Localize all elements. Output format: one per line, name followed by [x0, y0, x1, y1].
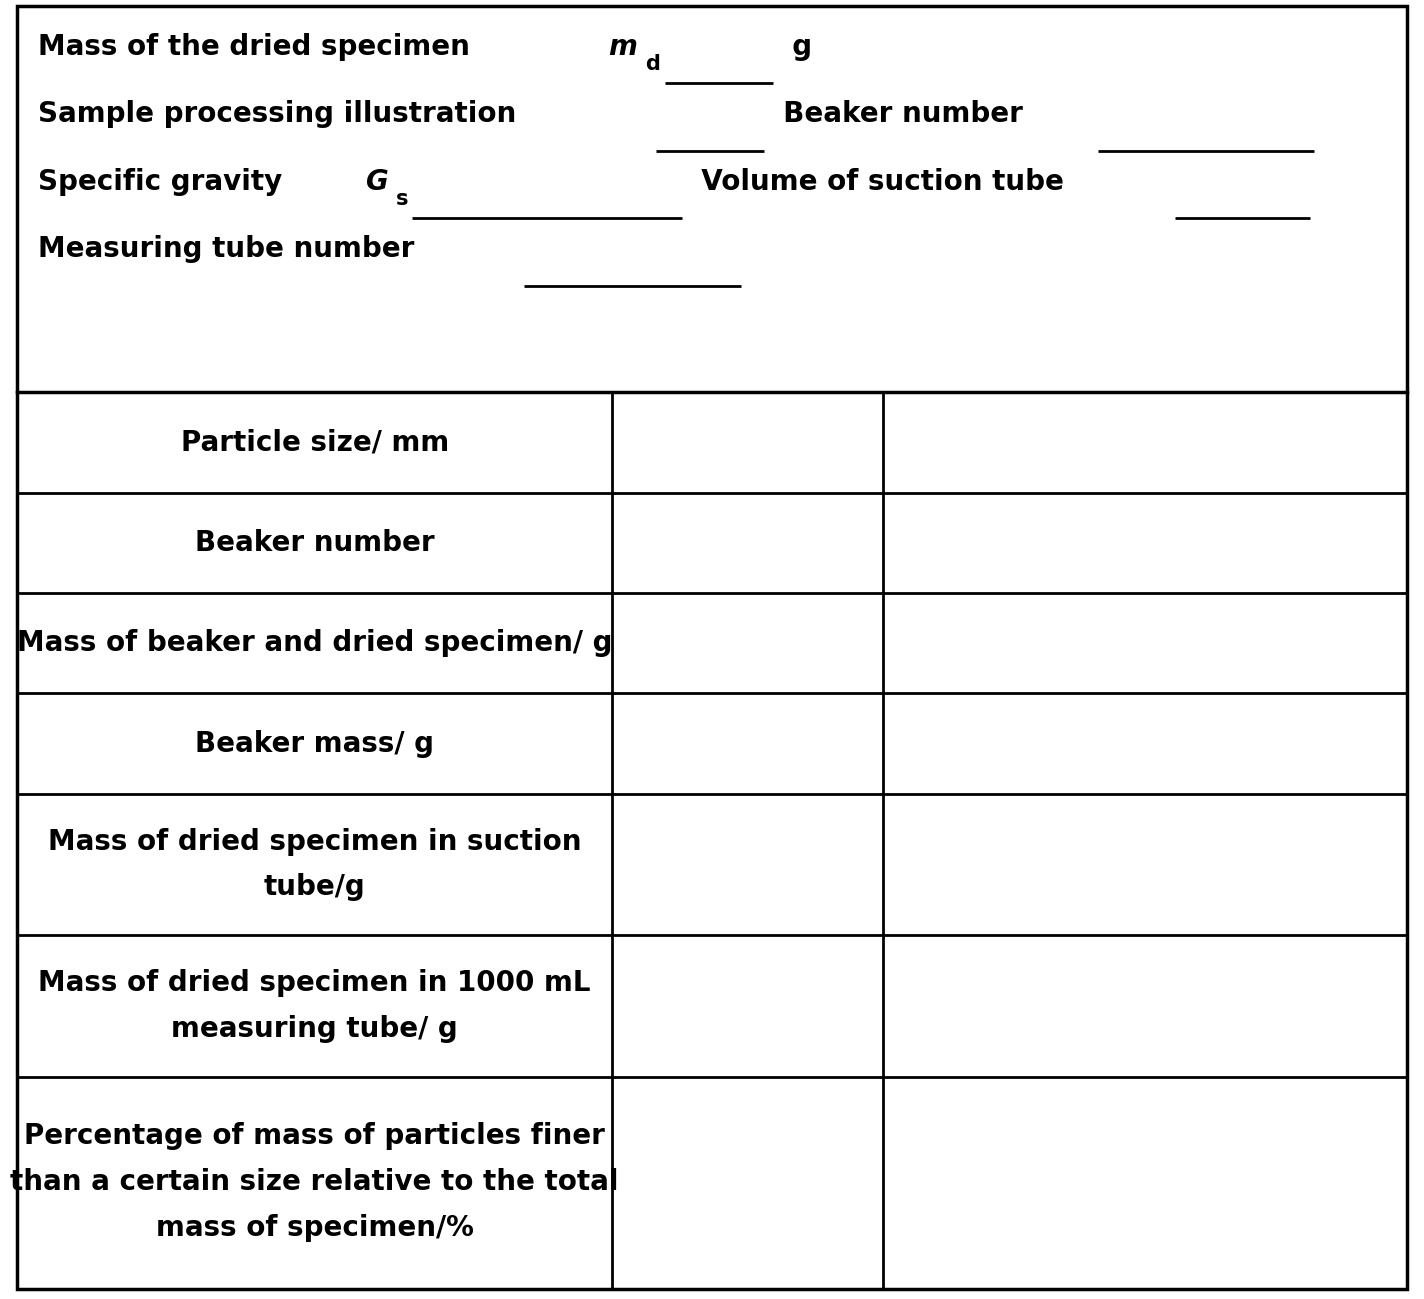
- Text: Particle size/ mm: Particle size/ mm: [181, 429, 449, 456]
- Text: Beaker number: Beaker number: [195, 529, 434, 557]
- Text: Mass of beaker and dried specimen/ g: Mass of beaker and dried specimen/ g: [17, 629, 612, 657]
- Text: g: g: [773, 32, 812, 61]
- Text: Measuring tube number: Measuring tube number: [38, 235, 414, 264]
- Text: m: m: [608, 32, 637, 61]
- Text: Mass of dried specimen in suction
tube/g: Mass of dried specimen in suction tube/g: [48, 827, 581, 902]
- Text: Mass of the dried specimen: Mass of the dried specimen: [38, 32, 480, 61]
- Text: Percentage of mass of particles finer
than a certain size relative to the total
: Percentage of mass of particles finer th…: [10, 1122, 619, 1242]
- Text: Sample processing illustration: Sample processing illustration: [38, 100, 517, 129]
- Text: Beaker mass/ g: Beaker mass/ g: [195, 730, 434, 757]
- Text: Mass of dried specimen in 1000 mL
measuring tube/ g: Mass of dried specimen in 1000 mL measur…: [38, 969, 591, 1043]
- Text: Volume of suction tube: Volume of suction tube: [682, 168, 1064, 196]
- Text: Specific gravity: Specific gravity: [38, 168, 292, 196]
- Text: s: s: [396, 190, 407, 209]
- Text: G: G: [366, 168, 389, 196]
- Text: Beaker number: Beaker number: [763, 100, 1022, 129]
- Text: d: d: [645, 55, 661, 74]
